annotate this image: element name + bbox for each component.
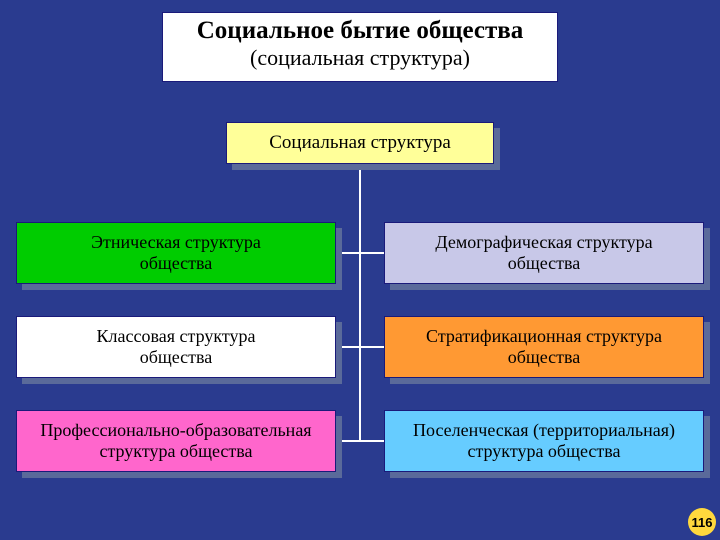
page-number-text: 116 — [692, 515, 713, 530]
connector-line — [336, 440, 384, 442]
connector-line — [336, 346, 384, 348]
root-node: Социальная структура — [226, 122, 494, 164]
ethnic-label: Этническая структураобщества — [91, 232, 261, 273]
demo-node: Демографическая структураобщества — [384, 222, 704, 284]
page-number-badge: 116 — [688, 508, 716, 536]
ethnic-node: Этническая структураобщества — [16, 222, 336, 284]
demo-label: Демографическая структураобщества — [435, 232, 652, 273]
connector-line — [359, 164, 361, 442]
connector-line — [336, 252, 384, 254]
prof-node: Профессионально-образовательнаяструктура… — [16, 410, 336, 472]
class-label: Классовая структураобщества — [97, 326, 256, 367]
settle-node: Поселенческая (территориальная)структура… — [384, 410, 704, 472]
settle-label: Поселенческая (территориальная)структура… — [413, 420, 675, 461]
prof-label: Профессионально-образовательнаяструктура… — [40, 420, 311, 461]
title-box: Социальное бытие общества (социальная ст… — [162, 12, 558, 82]
class-node: Классовая структураобщества — [16, 316, 336, 378]
root-node-label: Социальная структура — [269, 132, 451, 154]
title-line2: (социальная структура) — [163, 45, 557, 71]
strat-node: Стратификационная структураобщества — [384, 316, 704, 378]
title-line1: Социальное бытие общества — [163, 17, 557, 45]
strat-label: Стратификационная структураобщества — [426, 326, 662, 367]
